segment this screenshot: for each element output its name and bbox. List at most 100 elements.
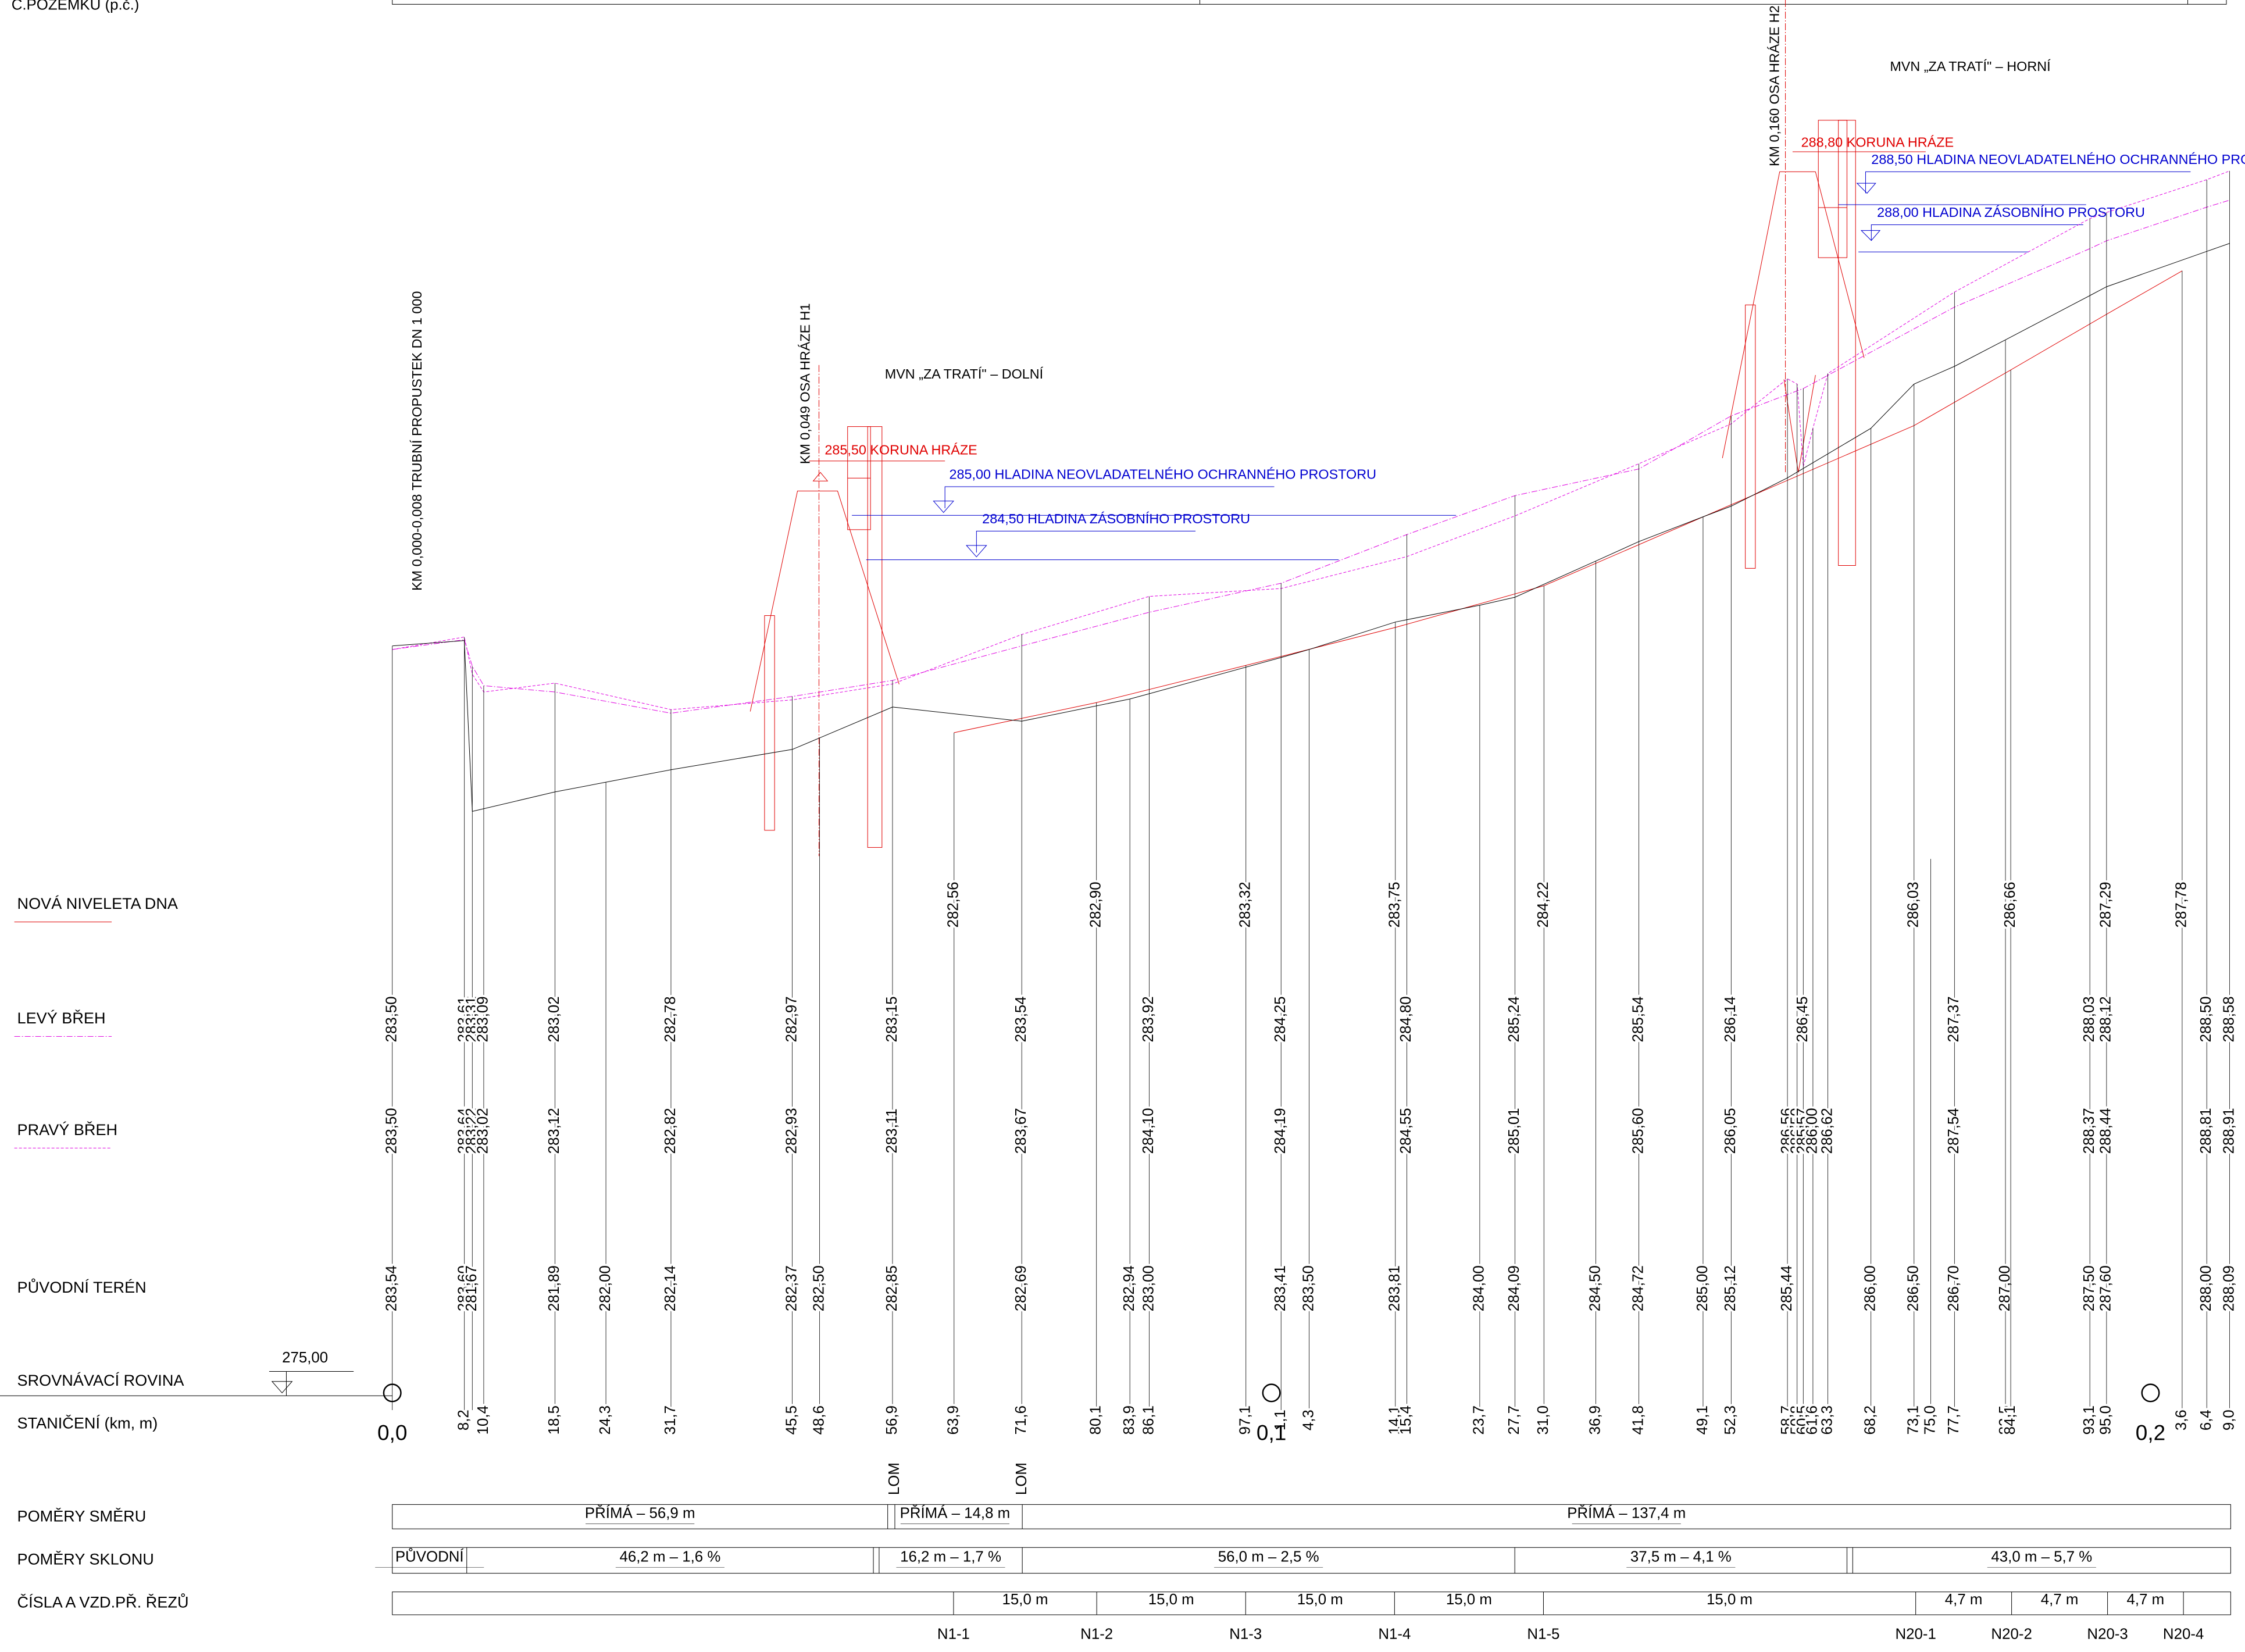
station-label: 71,6 (1013, 1405, 1029, 1435)
dam-body (750, 491, 899, 711)
slope-cell: PŮVODNÍ (395, 1547, 465, 1565)
annotation: 288,00 HLADINA ZÁSOBNÍHO PROSTORU (1877, 205, 2145, 220)
section-distance: 4,7 m (2041, 1592, 2079, 1608)
value-levy: 286,45 (1794, 996, 1811, 1042)
profile-teren (392, 244, 2230, 812)
value-levy: 288,50 (2198, 996, 2214, 1042)
value-levy: 288,58 (2221, 996, 2237, 1042)
section-distance: 4,7 m (2127, 1592, 2165, 1608)
value-pravy: 283,02 (475, 1108, 491, 1154)
station-label: 77,7 (1946, 1405, 1962, 1435)
value-nivelet: 284,22 (1535, 882, 1551, 927)
station-label: 9,0 (2221, 1410, 2237, 1430)
dam-wall (1746, 305, 1755, 568)
row-label: POMĚRY SMĚRU (17, 1507, 147, 1525)
station-label: 58,7 (1779, 1405, 1795, 1435)
columns: 283,50 283,50 283,54 283,61 283,64 283,60 8,2 2… (381, 171, 2239, 1437)
row-label: ČÍSLA A VZD.PŘ. ŘEZŮ (17, 1592, 189, 1611)
section-distance: 15,0 m (1002, 1592, 1048, 1608)
km-label: 0,0 (377, 1421, 407, 1445)
sections-frame (392, 1592, 2231, 1615)
km-circle (1262, 1383, 1281, 1403)
row-label: POMĚRY SKLONU (17, 1550, 154, 1568)
level-mark (1861, 230, 1880, 240)
value-pravy: 283,12 (546, 1108, 562, 1154)
value-levy: 282,78 (662, 996, 679, 1042)
datum-level: 275,00 (282, 1350, 328, 1366)
datum-mark (272, 1371, 292, 1396)
level-mark (966, 545, 986, 557)
row-label: STANIČENÍ (km, m) (17, 1414, 158, 1432)
station-label: 24,3 (597, 1405, 613, 1435)
dam-body (1722, 172, 1864, 458)
slope-cell: 46,2 m – 1,6 % (619, 1548, 720, 1565)
station-label: 63,3 (1819, 1405, 1835, 1435)
section-name: N20-1 (1895, 1626, 1936, 1642)
section-name: N1-5 (1527, 1626, 1559, 1642)
station-label: 3,6 (2173, 1410, 2190, 1430)
station-label: 36,9 (1587, 1405, 1603, 1435)
value-levy: 283,09 (475, 996, 491, 1042)
slope-frame (392, 1547, 2231, 1573)
annotation: MVN „ZA TRATÍ" – HORNÍ (1890, 59, 2051, 74)
station-label: 93,1 (2081, 1405, 2097, 1435)
km-label: 0,1 (1257, 1421, 1286, 1445)
station-label: 8,2 (455, 1410, 472, 1430)
station-label: 15,4 (1398, 1405, 1414, 1435)
station-label: 83,9 (1121, 1405, 1137, 1435)
parcel-label: Č.POZEMKU (p.č.) (12, 0, 140, 13)
row-label: LEVÝ BŘEH (17, 1009, 106, 1027)
value-pravy: 287,54 (1946, 1108, 1962, 1154)
station-label: 60,5 (1794, 1405, 1811, 1435)
value-levy: 285,54 (1630, 996, 1646, 1042)
level-mark (933, 501, 953, 513)
km-label: 0,2 (2136, 1421, 2165, 1445)
break-label: LOM (886, 1462, 902, 1495)
station-label: 10,4 (475, 1405, 491, 1435)
profile-pravy (392, 171, 2230, 709)
value-teren: 282,14 (662, 1265, 679, 1311)
value-teren: 284,09 (1506, 1265, 1522, 1311)
value-pravy: 284,55 (1398, 1108, 1414, 1154)
station-label: 97,1 (1237, 1405, 1254, 1435)
row-label: PRAVÝ BŘEH (17, 1121, 118, 1139)
dam-wall (868, 427, 882, 848)
value-pravy: 288,37 (2081, 1108, 2097, 1154)
dam-notch (1784, 375, 1815, 472)
row-label: SROVNÁVACÍ ROVINA (17, 1371, 185, 1389)
parcel-row (392, 0, 2226, 4)
value-levy: 284,25 (1272, 996, 1289, 1042)
value-teren: 283,50 (1300, 1265, 1316, 1311)
km-circle (2141, 1383, 2160, 1403)
value-pravy: 285,60 (1630, 1108, 1646, 1154)
value-levy: 283,54 (1013, 996, 1029, 1042)
value-teren: 282,00 (597, 1265, 613, 1311)
value-levy: 283,50 (384, 996, 400, 1042)
profile-nivelet (954, 271, 2182, 733)
value-nivelet: 287,78 (2173, 882, 2190, 927)
station-label: 23,7 (1471, 1405, 1487, 1435)
section-name: N20-4 (2163, 1626, 2204, 1642)
level-mark (1857, 183, 1876, 193)
station-label: 61,6 (1804, 1405, 1821, 1435)
dam-h2 (1722, 0, 1926, 568)
value-levy: 283,61 (455, 996, 472, 1042)
section-distance: 15,0 m (1297, 1592, 1343, 1608)
value-pravy: 286,05 (1722, 1108, 1739, 1154)
value-teren: 285,00 (1694, 1265, 1711, 1311)
value-teren: 283,41 (1272, 1265, 1289, 1311)
section-name: N1-2 (1080, 1626, 1113, 1642)
value-pravy: 286,56 (1779, 1108, 1795, 1154)
value-pravy: 288,91 (2221, 1108, 2237, 1154)
section-distance: 4,7 m (1945, 1592, 1983, 1608)
value-teren: 284,72 (1630, 1265, 1646, 1311)
water-h1 (852, 487, 1456, 560)
leader (1871, 225, 2083, 241)
station-label: 75,0 (1922, 1405, 1938, 1435)
value-teren: 285,12 (1722, 1265, 1739, 1311)
station-label: 80,1 (1088, 1405, 1104, 1435)
leader (1865, 172, 2190, 193)
section-distance: 15,0 m (1707, 1592, 1753, 1608)
